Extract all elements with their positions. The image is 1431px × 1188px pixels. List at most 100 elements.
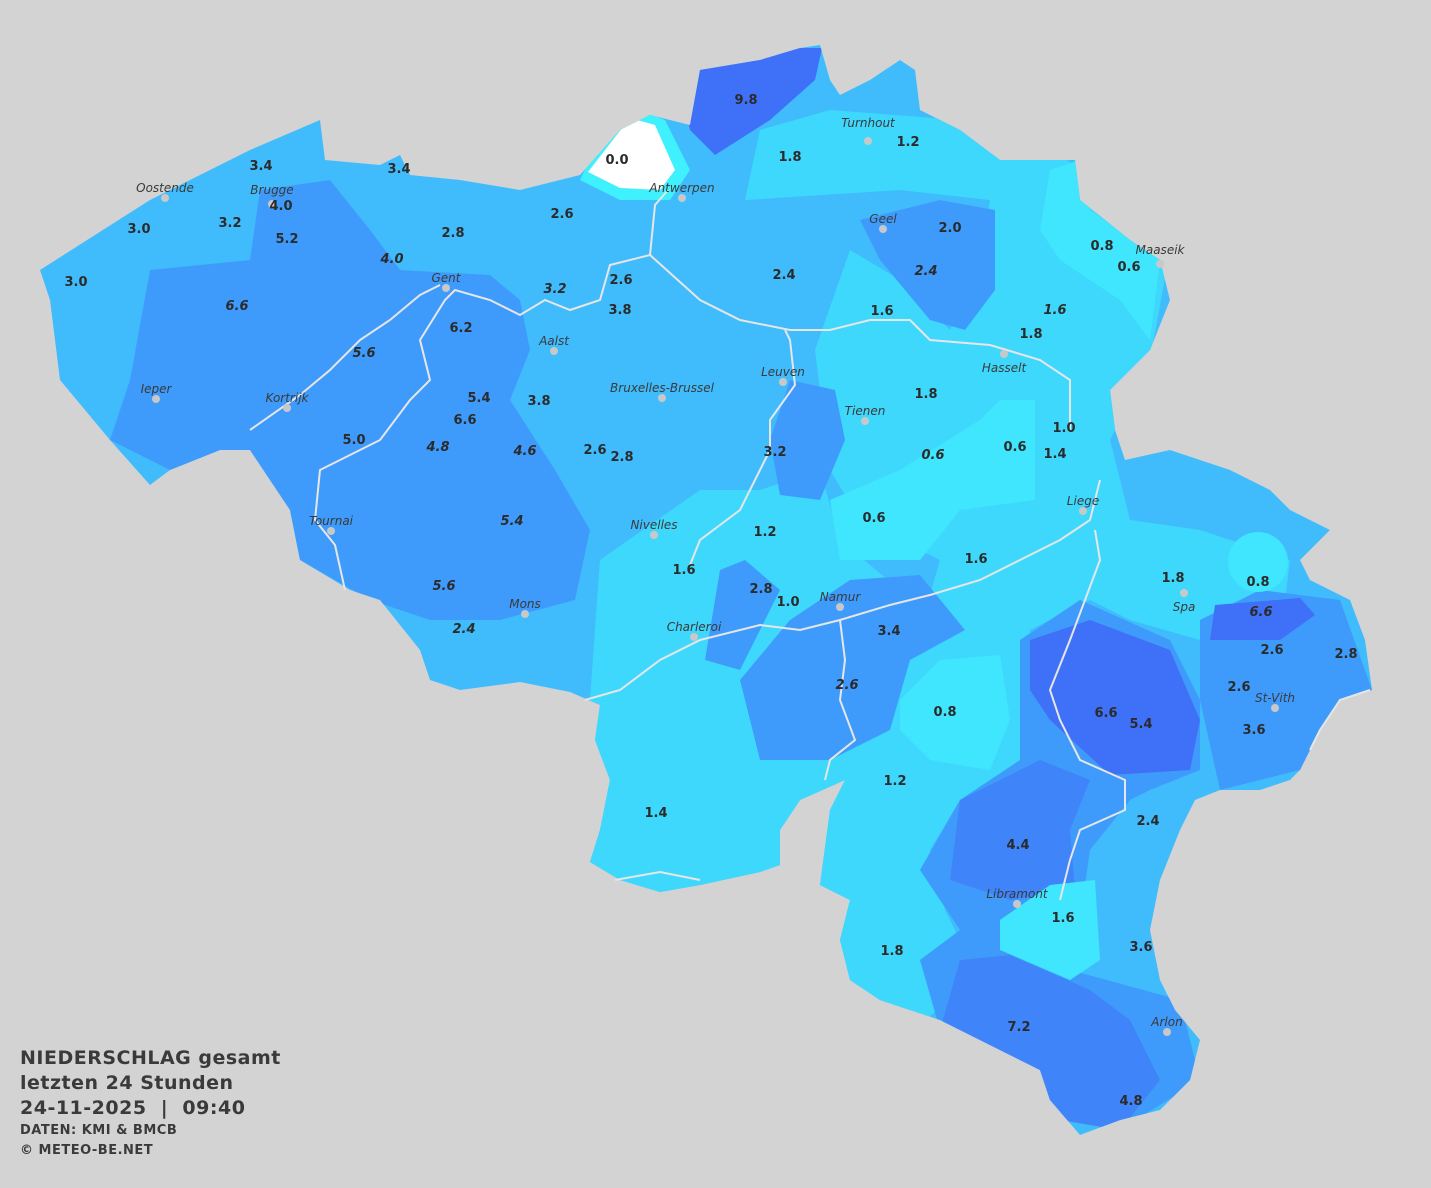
city-label: Tienen [845, 404, 886, 418]
precipitation-value: 6.6 [1249, 605, 1272, 620]
city-label: Oostende [136, 181, 194, 195]
precipitation-value: 2.6 [550, 207, 573, 222]
map-legend: NIEDERSCHLAG gesamt letzten 24 Stunden 2… [20, 1046, 281, 1161]
precipitation-value: 1.0 [1052, 421, 1075, 436]
legend-source: DATEN: KMI & BMCB [20, 1123, 178, 1138]
city-marker [879, 225, 887, 233]
area-medium-center [740, 575, 965, 760]
precipitation-value: 5.6 [352, 346, 375, 361]
city-label: Charleroi [667, 620, 722, 634]
river-east [1309, 689, 1371, 751]
precipitation-value: 2.4 [772, 268, 795, 283]
precipitation-values: 9.8 0.0 3.4 3.4 1.2 1.8 4.0 2.6 3.0 3.2 5.2 2.8 2.0 0… [64, 93, 1357, 1109]
legend-title: NIEDERSCHLAG gesamt [20, 1047, 281, 1069]
precipitation-value: 3.2 [763, 445, 786, 460]
precipitation-value: 3.6 [1242, 723, 1265, 738]
precipitation-value: 4.8 [1119, 1094, 1142, 1109]
precipitation-value: 1.2 [883, 774, 906, 789]
city-marker [1156, 260, 1164, 268]
precipitation-value: 3.0 [64, 275, 87, 290]
precipitation-value: 7.2 [1007, 1020, 1030, 1035]
precipitation-value: 6.2 [449, 321, 472, 336]
precipitation-value: 1.4 [644, 806, 667, 821]
precipitation-value: 4.0 [379, 252, 403, 267]
city-marker [650, 531, 658, 539]
precipitation-value: 4.4 [1006, 838, 1029, 853]
precipitation-value: 3.8 [527, 394, 550, 409]
precipitation-value: 1.8 [914, 387, 937, 402]
city-marker [861, 417, 869, 425]
precipitation-value: 0.6 [862, 511, 885, 526]
city-label: Libramont [986, 887, 1049, 901]
river-ourthe [1048, 529, 1126, 901]
precipitation-value: 3.4 [877, 624, 900, 639]
precipitation-value: 1.6 [1043, 303, 1066, 318]
city-label: Arlon [1150, 1015, 1182, 1029]
city-label: Kortrijk [266, 391, 310, 405]
river-scheldt [313, 189, 669, 591]
legend-period: letzten 24 Stunden [20, 1072, 234, 1094]
city-marker [836, 603, 844, 611]
area-high-south [940, 955, 1160, 1130]
city-label: Aalst [538, 334, 570, 348]
city-label: Hasselt [982, 361, 1028, 375]
area-high-spa [1210, 598, 1315, 640]
area-very-low-libramont [1000, 880, 1100, 980]
precipitation-value: 2.6 [1260, 643, 1283, 658]
city-marker [779, 378, 787, 386]
city-marker [268, 200, 276, 208]
precipitation-value: 5.6 [432, 579, 455, 594]
area-very-low-maaseik [1040, 160, 1160, 340]
precipitation-value: 1.2 [753, 525, 776, 540]
city-marker [161, 194, 169, 202]
precipitation-value: 2.6 [609, 273, 632, 288]
precipitation-value: 4.6 [512, 444, 536, 459]
precipitation-value: 3.2 [543, 282, 566, 297]
precipitation-value: 1.8 [880, 944, 903, 959]
precipitation-value: 0.8 [1246, 575, 1269, 590]
precipitation-value: 2.4 [1136, 814, 1159, 829]
precipitation-value: 2.4 [452, 622, 475, 637]
river-demer [649, 254, 1071, 430]
precipitation-value: 1.6 [1051, 911, 1074, 926]
precipitation-value: 1.2 [896, 135, 919, 150]
city-label: Liege [1067, 494, 1099, 508]
city-label: Leuven [761, 365, 805, 379]
city-label: Brugge [250, 183, 293, 197]
city-marker [1180, 589, 1188, 597]
precipitation-value: 1.6 [672, 563, 695, 578]
river-dijle [689, 329, 797, 566]
area-medium-charleroi [705, 560, 780, 670]
precipitation-value: 5.4 [467, 391, 490, 406]
precipitation-value: 4.0 [269, 199, 292, 214]
area-high-ardennes-south [950, 760, 1090, 900]
precipitation-value: 1.4 [1043, 447, 1066, 462]
area-medium-leuven [770, 380, 845, 500]
precipitation-value: 2.6 [583, 443, 606, 458]
precipitation-value: 2.8 [749, 582, 772, 597]
city-marker [1079, 507, 1087, 515]
precipitation-value: 3.0 [127, 222, 150, 237]
city-marker [327, 527, 335, 535]
precipitation-value: 2.6 [835, 678, 858, 693]
precipitation-value: 3.4 [387, 162, 410, 177]
area-high-north [678, 48, 822, 155]
city-label: Ieper [141, 382, 173, 396]
precipitation-value: 1.6 [964, 552, 987, 567]
city-label: Gent [432, 271, 462, 285]
area-zero-antwerp [588, 118, 675, 190]
precipitation-value: 5.2 [275, 232, 298, 247]
precipitation-value: 0.0 [605, 153, 628, 168]
area-very-low-tienen [830, 400, 1035, 560]
precipitation-value: 1.0 [776, 595, 799, 610]
rivers [249, 189, 1371, 901]
precipitation-value: 2.8 [1334, 647, 1357, 662]
precipitation-value: 3.8 [608, 303, 631, 318]
city-marker [550, 347, 558, 355]
city-marker [152, 395, 160, 403]
precipitation-value: 0.8 [1090, 239, 1113, 254]
precipitation-value: 2.8 [610, 450, 633, 465]
precipitation-value: 6.6 [225, 299, 248, 314]
